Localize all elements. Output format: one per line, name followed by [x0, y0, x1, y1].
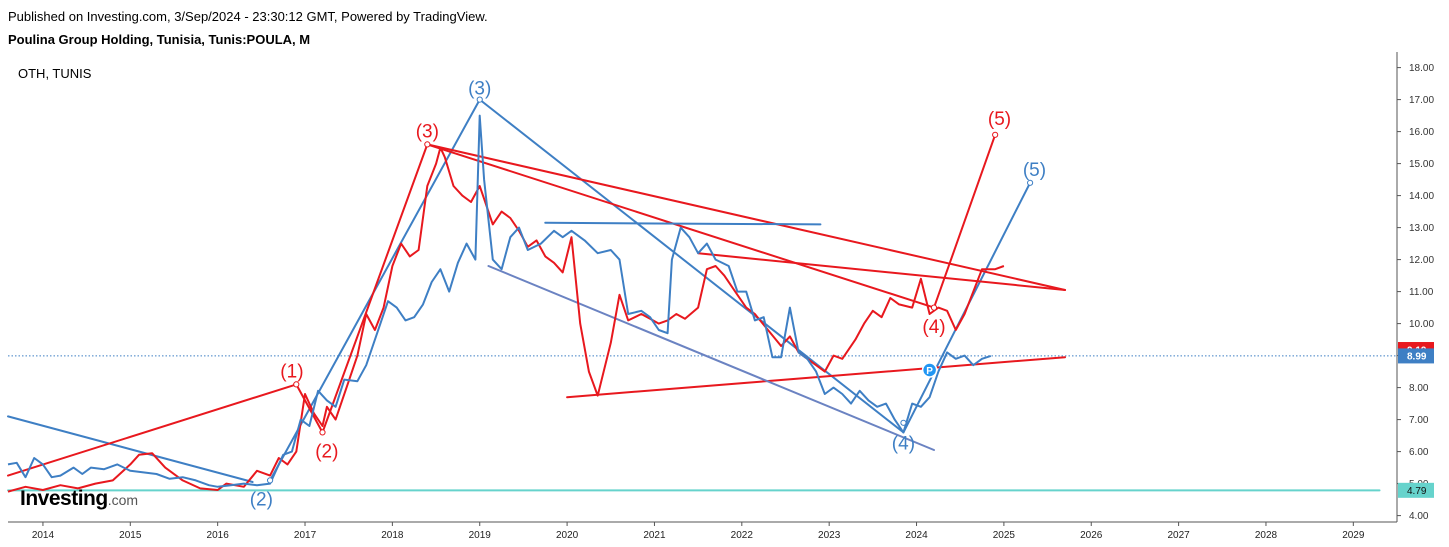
y-tick-label: 8.00: [1409, 383, 1429, 394]
x-tick-label: 2019: [469, 530, 492, 541]
trendline-red[interactable]: [426, 143, 1067, 291]
trendline-red[interactable]: [7, 383, 298, 477]
wave-point-marker[interactable]: [992, 131, 999, 138]
price-tag-label: 8.99: [1407, 352, 1427, 363]
y-tick-label: 7.00: [1409, 415, 1429, 426]
wave-label-red: (3): [416, 122, 439, 143]
wave-point-marker[interactable]: [476, 96, 483, 103]
trendline-blue[interactable]: [478, 98, 905, 434]
wave-label-blue: (2): [250, 490, 273, 511]
trendline-red[interactable]: [426, 143, 935, 309]
published-info: Published on Investing.com, 3/Sep/2024 -…: [8, 9, 488, 24]
x-tick-label: 2016: [207, 530, 230, 541]
pivot-marker[interactable]: [921, 362, 938, 378]
y-tick-label: 17.00: [1409, 95, 1434, 106]
wave-point-marker[interactable]: [424, 141, 431, 148]
price-series-blue[interactable]: [7, 114, 992, 488]
x-tick-label: 2027: [1167, 530, 1190, 541]
x-tick-label: 2023: [818, 530, 841, 541]
wave-label-blue: (4): [892, 434, 915, 455]
x-tick-label: 2029: [1342, 530, 1365, 541]
trendline-red[interactable]: [566, 356, 1067, 399]
wave-point-marker[interactable]: [319, 429, 326, 436]
wave-label-blue: (5): [1023, 160, 1046, 181]
wave-point-marker[interactable]: [900, 419, 907, 426]
trendline-red[interactable]: [295, 383, 324, 434]
wave-point-marker[interactable]: [930, 304, 938, 311]
y-tick-label: 15.00: [1409, 159, 1434, 170]
trendline-blue[interactable]: [7, 415, 254, 483]
wave-point-marker[interactable]: [293, 381, 300, 388]
wave-point-marker[interactable]: [266, 477, 274, 484]
x-tick-label: 2025: [993, 530, 1016, 541]
price-tag-teal: [1398, 482, 1434, 498]
wave-label-red: (5): [988, 109, 1011, 130]
logo-main-text: Investing: [20, 487, 108, 510]
wave-label-red: (1): [280, 362, 303, 383]
x-tick-label: 2020: [556, 530, 579, 541]
y-tick-label: 11.00: [1409, 287, 1434, 298]
wave-label-red: (2): [315, 442, 338, 463]
x-tick-label: 2028: [1255, 530, 1278, 541]
wave-label-blue: (3): [468, 78, 491, 99]
price-tag-blue: [1398, 348, 1434, 364]
compare-series-label: OTH, TUNIS: [18, 66, 92, 81]
x-tick-label: 2014: [32, 530, 55, 541]
wave-label-red: (4): [922, 317, 945, 338]
trendline-red[interactable]: [321, 143, 429, 434]
y-tick-label: 18.00: [1409, 63, 1434, 74]
x-tick-label: 2022: [731, 530, 754, 541]
price-tag-label: 4.79: [1407, 486, 1427, 497]
trendline-red[interactable]: [697, 252, 1067, 291]
logo-suffix-text: .com: [107, 492, 139, 508]
y-tick-label: 10.00: [1409, 319, 1434, 330]
wave-point-marker[interactable]: [1026, 179, 1034, 186]
y-tick-label: 16.00: [1409, 127, 1434, 138]
price-series-red[interactable]: [7, 146, 1005, 493]
y-tick-label: 6.00: [1409, 447, 1429, 458]
y-tick-label: 13.00: [1409, 223, 1434, 234]
x-tick-label: 2026: [1080, 530, 1103, 541]
trendline-blue[interactable]: [544, 221, 822, 226]
x-tick-label: 2017: [294, 530, 317, 541]
y-tick-label: 14.00: [1409, 191, 1434, 202]
x-tick-label: 2021: [643, 530, 666, 541]
pivot-marker-label: P: [926, 366, 933, 377]
symbol-title: Poulina Group Holding, Tunisia, Tunis:PO…: [8, 32, 311, 47]
y-tick-label: 12.00: [1409, 255, 1434, 266]
investing-logo: Investing.com: [20, 487, 138, 511]
x-tick-label: 2018: [381, 530, 404, 541]
x-tick-label: 2024: [905, 530, 928, 541]
trendline-gray_blue[interactable]: [487, 265, 935, 451]
y-tick-label: 4.00: [1409, 511, 1429, 522]
x-tick-label: 2015: [119, 530, 142, 541]
